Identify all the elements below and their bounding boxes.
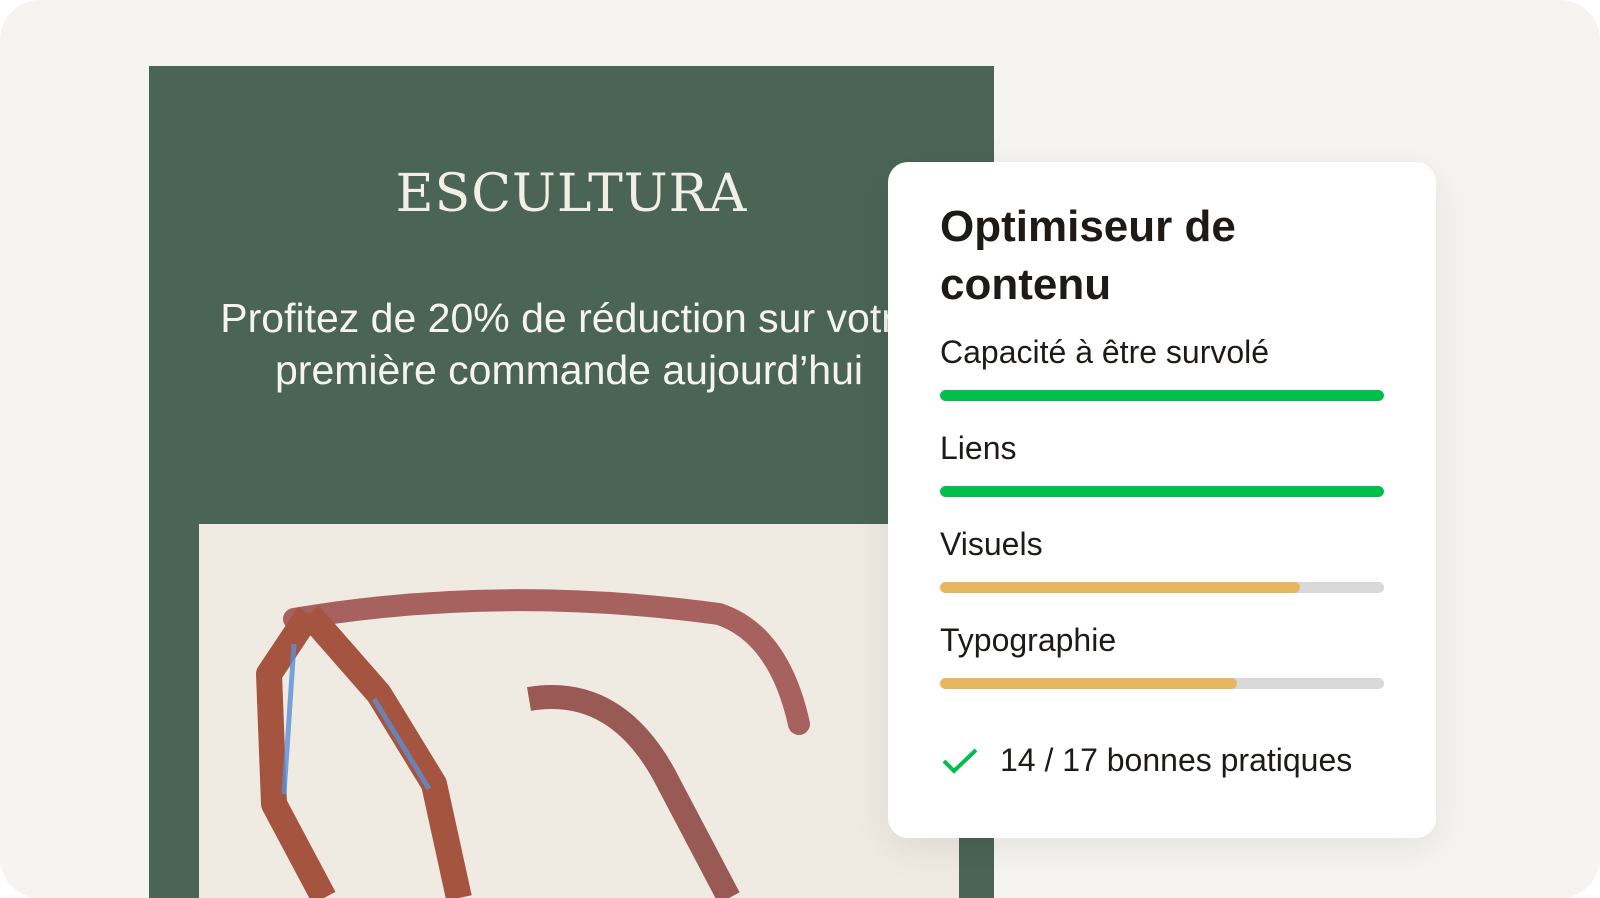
brand-logo: ESCULTURA — [395, 164, 748, 224]
check-icon — [942, 748, 978, 774]
progress-fill — [940, 678, 1238, 689]
progress-bar — [940, 678, 1384, 689]
metric-label: Capacité à être survolé — [940, 334, 1270, 370]
metric-label: Visuels — [940, 526, 1043, 562]
progress-bar — [940, 390, 1384, 401]
progress-bar — [940, 582, 1384, 593]
metric-visuals: Visuels — [940, 526, 1384, 593]
metric-label: Typographie — [940, 622, 1117, 658]
metric-hoverability: Capacité à être survolé — [940, 334, 1384, 401]
product-image-glasses — [199, 524, 959, 898]
best-practices-summary: 14 / 17 bonnes pratiques — [940, 742, 1352, 779]
metric-typography: Typographie — [940, 622, 1384, 689]
content-optimizer-panel: Optimiseur de contenu Capacité à être su… — [888, 162, 1436, 838]
metric-label: Liens — [940, 430, 1017, 466]
progress-fill — [940, 486, 1384, 497]
email-headline: Profitez de 20% de réduction sur votre p… — [220, 295, 918, 393]
summary-text: 14 / 17 bonnes pratiques — [1000, 742, 1353, 778]
panel-title: Optimiseur de contenu — [940, 202, 1236, 309]
progress-bar — [940, 486, 1384, 497]
glasses-illustration — [256, 589, 810, 898]
metric-links: Liens — [940, 430, 1384, 497]
progress-fill — [940, 582, 1300, 593]
email-preview: ESCULTURA Profitez de 20% de réduction s… — [149, 66, 994, 898]
progress-fill — [940, 390, 1384, 401]
